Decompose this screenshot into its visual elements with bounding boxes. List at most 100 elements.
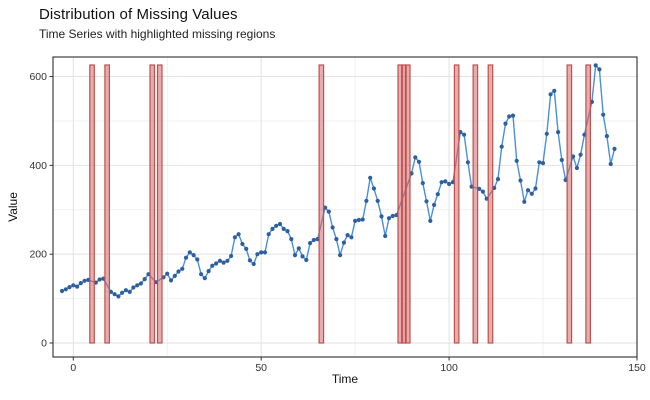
data-point [353,218,358,223]
chart-title: Distribution of Missing Values [39,6,238,23]
data-point [168,278,174,283]
data-point [341,240,346,245]
data-point [465,160,470,165]
data-point [383,233,388,239]
data-point [308,241,313,246]
data-point [59,288,65,294]
x-tick-label: 0 [70,362,76,374]
data-point [525,188,531,193]
data-point [221,260,226,265]
data-point [206,269,211,274]
data-point [510,113,516,118]
data-point [123,288,128,293]
data-point [345,233,350,238]
missing-region-bar [104,64,111,344]
data-point [183,255,189,260]
data-point [480,189,485,194]
data-point [176,269,181,274]
data-point [349,235,354,240]
data-point [199,272,204,277]
data-point [138,281,143,286]
data-point [548,92,553,97]
data-point [75,284,80,289]
data-point [597,67,602,72]
data-point [131,285,136,290]
missing-region-bar [585,64,592,344]
data-point [364,198,369,203]
data-point [195,257,200,262]
data-point [82,278,87,283]
data-point [330,225,335,230]
data-point [270,226,275,231]
data-point [202,276,207,281]
data-point [120,290,125,295]
data-point [533,186,538,191]
missing-region-bar [156,64,163,344]
data-point [578,152,583,157]
x-tick-label: 150 [628,362,646,374]
data-point [334,237,339,242]
data-point [281,226,286,231]
data-point [499,144,504,149]
data-point [247,258,252,263]
data-point [289,237,294,242]
data-point [356,217,361,223]
data-point [507,114,512,119]
data-point [292,253,298,258]
y-tick-label: 200 [29,249,47,261]
data-point [255,252,260,257]
data-point [386,216,392,221]
missing-region-bar [472,64,479,344]
data-point [503,121,508,126]
data-point [338,253,343,258]
data-point [522,199,527,204]
data-point [191,253,196,258]
data-point [127,289,132,294]
data-point [229,253,234,259]
data-point [274,223,279,228]
data-point [447,181,452,187]
data-point [266,232,271,237]
data-point [601,112,606,117]
data-point [232,235,237,240]
data-point [514,158,519,163]
data-point [360,217,365,222]
missing-region-bar [318,64,325,344]
data-point [371,186,376,191]
data-point [112,292,117,297]
data-point [326,209,331,214]
data-point [379,214,384,219]
data-point [375,198,380,203]
y-tick-label: 400 [29,160,47,172]
data-point [172,273,177,278]
data-point [593,63,598,68]
x-tick-label: 100 [440,362,458,374]
data-point [116,294,121,299]
data-point [368,175,373,180]
data-point [311,237,316,243]
data-point [428,218,433,223]
data-point [420,181,425,186]
missing-region-bar [487,64,494,344]
missing-region-bar [453,64,460,344]
data-point [390,213,395,219]
data-point [574,165,580,171]
data-point [214,261,219,266]
data-point [67,285,72,290]
x-axis-label: Time [331,372,359,386]
data-point [439,180,444,185]
data-point [251,261,256,267]
data-point [540,161,546,166]
data-point [608,161,613,167]
data-point [217,258,222,263]
data-point [63,287,68,292]
data-point [187,250,192,255]
data-point [435,192,440,197]
data-point [413,155,418,160]
data-point [180,266,185,271]
data-point [529,191,534,196]
y-tick-label: 0 [41,338,47,350]
missing-region-bar [566,64,573,344]
